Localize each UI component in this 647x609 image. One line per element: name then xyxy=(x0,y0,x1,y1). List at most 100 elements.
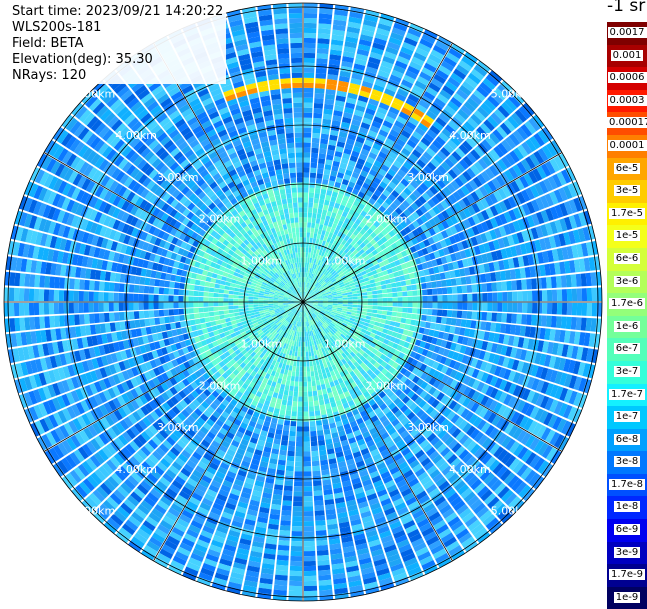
ppi-cell xyxy=(310,366,314,371)
ppi-cell xyxy=(99,292,104,301)
ppi-cell xyxy=(314,370,318,375)
ppi-cell xyxy=(74,291,79,301)
ppi-cell xyxy=(304,531,315,536)
ppi-cell xyxy=(144,319,150,327)
ppi-cell xyxy=(268,304,273,306)
ppi-cell xyxy=(223,306,228,310)
ppi-cell xyxy=(258,295,263,298)
ppi-cell xyxy=(291,376,295,381)
ppi-cell xyxy=(268,298,273,300)
ppi-cell xyxy=(314,495,323,501)
ppi-cell xyxy=(288,446,295,451)
ppi-cell xyxy=(64,303,69,314)
ppi-cell xyxy=(224,286,230,290)
ppi-cell xyxy=(173,302,178,308)
ppi-cell xyxy=(307,371,311,376)
ppi-cell xyxy=(276,398,282,404)
ppi-cell xyxy=(19,288,24,301)
ppi-cell xyxy=(288,441,295,446)
ppi-cell xyxy=(210,321,216,326)
ppi-cell xyxy=(277,424,284,430)
ppi-cell xyxy=(226,278,232,283)
ppi-cell xyxy=(304,491,313,496)
ppi-cell xyxy=(114,303,119,312)
ppi-cell xyxy=(280,409,286,415)
ppi-cell xyxy=(185,320,191,326)
ppi-cell xyxy=(303,412,308,417)
ppi-cell xyxy=(59,315,65,326)
ppi-cell xyxy=(194,285,200,290)
ppi-cell xyxy=(290,556,302,561)
ppi-cell xyxy=(179,289,184,295)
ppi-cell xyxy=(308,391,313,396)
ppi-cell xyxy=(200,318,206,323)
ppi-cell xyxy=(314,400,319,406)
ppi-cell xyxy=(304,446,311,451)
ppi-cell xyxy=(189,284,195,290)
ppi-cell xyxy=(291,411,296,416)
ppi-cell xyxy=(194,291,199,296)
ppi-cell xyxy=(225,318,231,323)
ppi-cell xyxy=(253,297,258,300)
ppi-cell xyxy=(368,302,373,305)
ppi-cell xyxy=(411,314,417,320)
ppi-cell xyxy=(298,407,303,412)
ppi-cell xyxy=(317,545,329,551)
ppi-cell xyxy=(312,466,320,472)
ppi-cell xyxy=(184,308,189,314)
ppi-cell xyxy=(144,278,150,286)
ppi-cell xyxy=(290,566,302,571)
ppi-cell xyxy=(282,430,289,436)
ppi-cell xyxy=(248,299,253,302)
ppi-cell xyxy=(303,387,307,392)
ppi-cell xyxy=(557,303,562,315)
ppi-cell xyxy=(581,318,587,331)
ppi-cell xyxy=(486,312,492,321)
ppi-cell xyxy=(34,303,39,315)
ppi-cell xyxy=(283,495,292,501)
ppi-cell xyxy=(104,292,109,301)
ppi-cell xyxy=(14,273,20,286)
ppi-cell xyxy=(258,306,263,309)
ppi-cell xyxy=(379,323,385,328)
ppi-cell xyxy=(323,394,328,400)
ppi-cell xyxy=(276,560,288,566)
ppi-cell xyxy=(374,322,380,327)
ppi-cell xyxy=(517,303,522,313)
ppi-cell xyxy=(322,389,327,395)
ppi-cell xyxy=(158,295,163,302)
ppi-cell xyxy=(303,397,308,402)
ppi-cell xyxy=(521,314,527,324)
ppi-cell xyxy=(551,316,557,328)
ppi-cell xyxy=(54,277,60,289)
ppi-cell xyxy=(144,311,150,318)
ppi-cell xyxy=(219,315,225,320)
ppi-cell xyxy=(223,302,228,306)
ppi-cell xyxy=(159,310,164,317)
ppi-cell xyxy=(149,294,154,301)
ppi-cell xyxy=(410,320,416,326)
ppi-cell xyxy=(229,291,234,295)
ppi-cell xyxy=(184,290,189,296)
ppi-cell xyxy=(253,300,258,302)
ppi-cell xyxy=(284,390,289,396)
ppi-cell xyxy=(299,382,303,387)
ppi-cell xyxy=(209,312,214,317)
ppi-cell xyxy=(44,316,50,328)
ppi-cell xyxy=(280,384,285,390)
ppi-cell xyxy=(399,323,405,329)
ppi-cell xyxy=(318,565,330,571)
ppi-cell xyxy=(397,312,403,317)
ppi-cell xyxy=(312,461,320,467)
ppi-cell xyxy=(298,402,303,407)
ppi-cell xyxy=(308,351,311,356)
ppi-cell xyxy=(310,421,316,426)
ppi-cell xyxy=(373,302,378,305)
ppi-cell xyxy=(89,303,94,313)
ppi-cell xyxy=(426,315,432,321)
ppi-cell xyxy=(305,337,307,342)
ppi-cell xyxy=(221,323,227,328)
ppi-cell xyxy=(154,318,160,325)
ppi-cell xyxy=(282,400,287,406)
ppi-cell xyxy=(314,500,324,506)
